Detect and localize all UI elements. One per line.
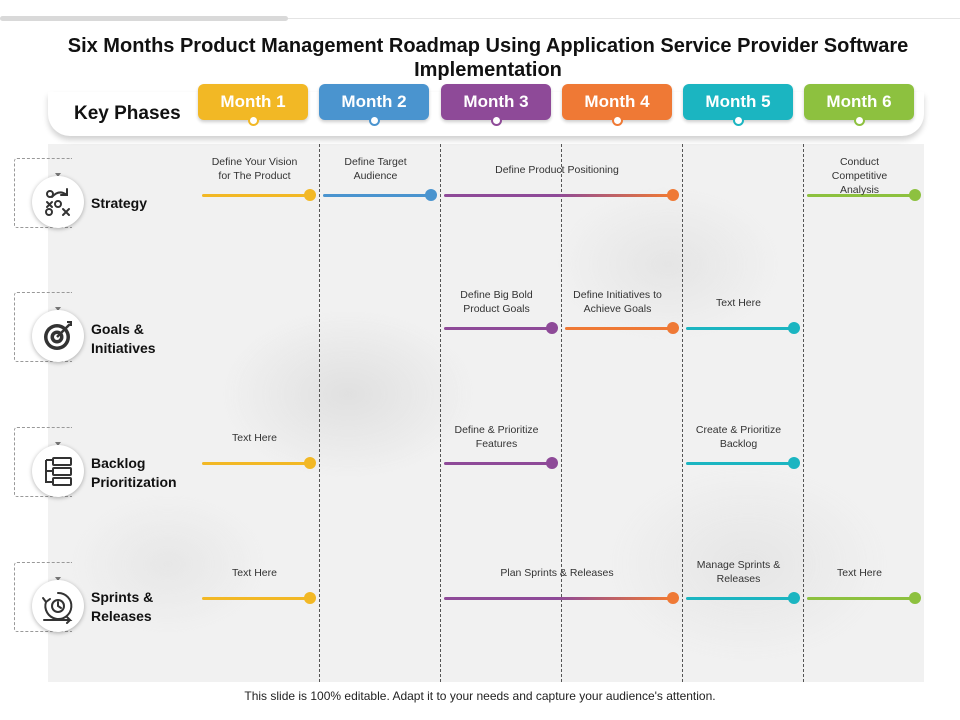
- month-divider: [561, 144, 562, 682]
- chevron-down-icon: [54, 435, 61, 446]
- task-line: [202, 194, 307, 197]
- task-label: Define Big Bold Product Goals: [460, 289, 533, 315]
- task-milestone-dot[interactable]: [304, 189, 316, 201]
- task-milestone-dot[interactable]: [788, 322, 800, 334]
- row-label: Backlog Prioritization: [91, 455, 177, 490]
- strategy-play-icon: [32, 176, 84, 228]
- page-title: Six Months Product Management Roadmap Us…: [67, 35, 909, 81]
- row-bracket: [14, 562, 72, 632]
- task-milestone-dot[interactable]: [909, 592, 921, 604]
- task-label: Create & Prioritize Backlog: [695, 424, 782, 450]
- task-milestone-dot[interactable]: [788, 457, 800, 469]
- task-milestone-dot[interactable]: [667, 322, 679, 334]
- month-marker-dot: [491, 115, 502, 126]
- task-label: Text Here: [716, 297, 761, 309]
- sprint-cycle-icon: [32, 580, 84, 632]
- month-marker-dot: [248, 115, 259, 126]
- task-milestone-dot[interactable]: [546, 322, 558, 334]
- task-milestone-dot[interactable]: [667, 189, 679, 201]
- chevron-down-icon: [54, 300, 61, 311]
- task-label: Text Here: [232, 432, 277, 444]
- task-line: [807, 597, 912, 600]
- month-tab-5[interactable]: Month 5: [683, 84, 793, 120]
- row-label: Strategy: [91, 195, 148, 211]
- backlog-list-icon: [32, 445, 84, 497]
- task-line: [444, 194, 670, 197]
- task-milestone-dot[interactable]: [909, 189, 921, 201]
- task-label: Plan Sprints & Releases: [500, 567, 614, 579]
- task-line: [444, 327, 549, 330]
- month-marker-dot: [369, 115, 380, 126]
- chevron-down-icon: [54, 166, 61, 177]
- task-label: Define & Prioritize Features: [454, 424, 539, 450]
- month-marker-dot: [733, 115, 744, 126]
- task-label: Conduct Competitive Analysis: [831, 156, 888, 196]
- task-milestone-dot[interactable]: [667, 592, 679, 604]
- row-label: Sprints & Releases: [91, 589, 154, 624]
- month-tab-2[interactable]: Month 2: [319, 84, 429, 120]
- task-label: Text Here: [837, 567, 882, 579]
- month-divider: [803, 144, 804, 682]
- month-marker-dot: [612, 115, 623, 126]
- task-milestone-dot[interactable]: [304, 457, 316, 469]
- month-tab-1[interactable]: Month 1: [198, 84, 308, 120]
- task-milestone-dot[interactable]: [546, 457, 558, 469]
- month-marker-dot: [854, 115, 865, 126]
- task-label: Text Here: [232, 567, 277, 579]
- month-tab-4[interactable]: Month 4: [562, 84, 672, 120]
- row-bracket: [14, 427, 72, 497]
- task-milestone-dot[interactable]: [304, 592, 316, 604]
- top-rule: [288, 18, 960, 19]
- row-bracket: [14, 158, 72, 228]
- month-divider: [440, 144, 441, 682]
- task-line: [202, 597, 307, 600]
- roadmap-canvas: [48, 144, 924, 682]
- chevron-down-icon: [54, 570, 61, 581]
- task-line: [444, 597, 670, 600]
- task-line: [565, 327, 670, 330]
- month-tab-3[interactable]: Month 3: [441, 84, 551, 120]
- target-icon: [32, 310, 84, 362]
- month-tab-6[interactable]: Month 6: [804, 84, 914, 120]
- task-line: [807, 194, 912, 197]
- month-divider: [319, 144, 320, 682]
- task-line: [202, 462, 307, 465]
- task-label: Define Product Positioning: [495, 164, 619, 176]
- key-phases-label: Key Phases: [74, 103, 181, 124]
- task-label: Define Initiatives to Achieve Goals: [573, 289, 662, 315]
- task-line: [686, 327, 791, 330]
- task-label: Manage Sprints & Releases: [696, 559, 781, 585]
- task-line: [686, 462, 791, 465]
- month-divider: [682, 144, 683, 682]
- row-bracket: [14, 292, 72, 362]
- task-milestone-dot[interactable]: [788, 592, 800, 604]
- task-label: Define Target Audience: [344, 156, 407, 182]
- task-label: Define Your Vision for The Product: [211, 156, 298, 182]
- task-milestone-dot[interactable]: [425, 189, 437, 201]
- footer-note: This slide is 100% editable. Adapt it to…: [244, 689, 716, 703]
- task-line: [444, 462, 549, 465]
- row-label: Goals & Initiatives: [91, 321, 156, 356]
- task-line: [323, 194, 428, 197]
- task-line: [686, 597, 791, 600]
- top-accent-bar: [0, 16, 288, 21]
